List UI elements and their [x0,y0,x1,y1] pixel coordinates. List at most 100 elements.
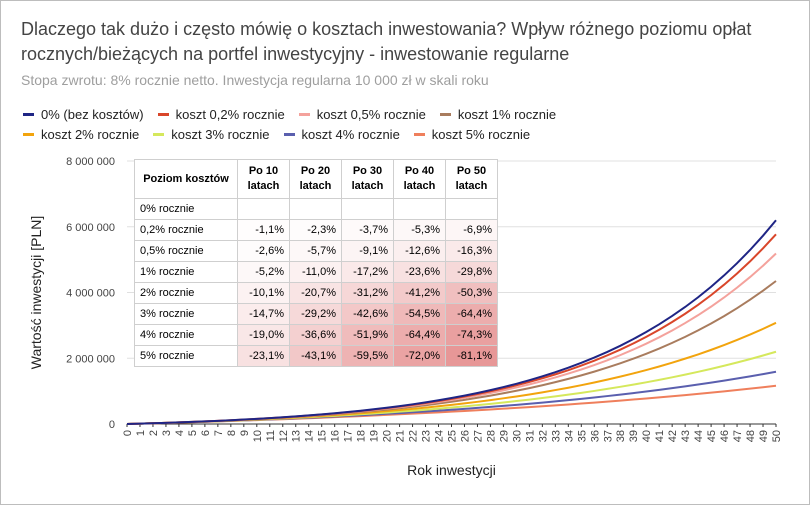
table-cell: -16,3% [445,240,498,262]
legend-label: koszt 1% rocznie [457,106,557,122]
table-cell: -10,1% [237,282,290,304]
table-cell: -74,3% [445,324,498,346]
legend-item: koszt 5% rocznie [413,125,531,143]
legend-swatch [439,112,451,116]
legend-label: koszt 5% rocznie [431,126,531,142]
table-cell: -3,7% [341,219,394,241]
x-tick-label: 49 [758,430,770,442]
x-tick-label: 8 [226,430,238,436]
legend-swatch [23,112,34,116]
row-label: 4% rocznie [134,324,238,346]
x-tick-label: 22 [408,430,420,442]
table-cell: -50,3% [445,282,498,304]
table-cell-empty [289,198,342,220]
table-cell: -20,7% [289,282,342,304]
legend-item: koszt 1% rocznie [439,105,557,123]
table-cell: -2,6% [237,240,290,262]
x-tick-label: 7 [213,430,225,436]
y-tick-label: 8 000 000 [66,156,115,168]
legend-swatch [413,132,425,136]
x-axis-title: Rok inwestycji [407,462,496,478]
series-line [126,219,777,425]
table-header-cell: Po 20 latach [289,159,342,199]
x-tick-label: 26 [459,430,471,442]
table-header-cell: Poziom kosztów [134,159,238,199]
legend-swatch [157,112,169,116]
row-label: 3% rocznie [134,303,238,325]
legend-item: koszt 4% rocznie [283,125,400,143]
table-cell: -23,1% [237,345,290,367]
legend-label: 0% (bez kosztów) [41,106,144,122]
table-cell: -72,0% [393,345,446,367]
legend-item: 0% (bez kosztów) [23,105,144,123]
table-header-cell: Po 50 latach [445,159,498,199]
x-tick-label: 27 [472,430,484,442]
table-cell: -12,6% [393,240,446,262]
table-cell: -5,3% [393,219,446,241]
table-cell: -81,1% [445,345,498,367]
x-tick-label: 20 [382,430,394,442]
x-tick-label: 0 [122,430,134,436]
legend-label: koszt 2% rocznie [41,126,140,142]
table-cell: -19,0% [237,324,290,346]
table-cell-empty [445,198,498,220]
table-header-cell: Po 10 latach [237,159,290,199]
legend-item: koszt 3% rocznie [153,125,270,143]
x-tick-label: 11 [265,430,277,441]
x-tick-label: 18 [356,430,368,442]
x-tick-label: 24 [434,430,446,442]
table-cell: -5,2% [237,261,290,283]
legend-item: koszt 2% rocznie [23,125,139,143]
table-row: 2% rocznie -10,1% -20,7% -31,2% -41,2% -50,3% [134,282,498,304]
table-cell: -64,4% [393,324,446,346]
x-tick-label: 41 [654,430,666,442]
table-cell: -23,6% [393,261,446,283]
y-tick-label: 6 000 000 [66,222,115,234]
table-row: 0% rocznie [134,198,498,220]
table-cell-empty [393,198,446,220]
table-cell: -11,0% [289,261,342,283]
x-tick-label: 21 [395,430,407,442]
table-row: 0,5% rocznie -2,6% -5,7% -9,1% -12,6% -16,3% [134,240,498,262]
table-cell: -43,1% [289,345,342,367]
y-tick-label: 0 [109,419,115,431]
table-row: 1% rocznie -5,2% -11,0% -17,2% -23,6% -29,8% [134,261,498,283]
x-tick-label: 19 [369,430,381,442]
y-axis-title: Wartość inwestycji [PLN] [28,216,44,370]
legend-item: koszt 0,5% rocznie [298,105,426,123]
x-tick-label: 3 [161,430,173,436]
row-label: 2% rocznie [134,282,238,304]
x-tick-label: 28 [485,430,497,442]
x-tick-label: 29 [498,430,510,442]
table-cell-empty [341,198,394,220]
x-tick-label: 50 [771,430,783,442]
legend-swatch [153,132,165,136]
legend-label: koszt 0,5% rocznie [316,106,426,122]
cost-table: Poziom kosztów Po 10 latach Po 20 latach Po… [134,159,498,367]
table-cell: -51,9% [341,324,394,346]
x-tick-label: 10 [252,430,264,442]
x-tick-label: 43 [680,430,692,442]
legend-item: koszt 0,2% rocznie [157,105,285,123]
x-tick-label: 4 [174,430,186,436]
x-tick-label: 5 [187,430,199,436]
x-tick-label: 48 [745,430,757,442]
legend-swatch [283,132,295,136]
table-cell-empty [237,198,290,220]
x-tick-label: 47 [732,430,744,442]
table-body: 0% rocznie 0,2% rocznie -1,1% -2,3% -3,7% -5,… [134,198,498,367]
x-tick-label: 12 [278,430,290,442]
table-cell: -31,2% [341,282,394,304]
x-tick-label: 40 [641,430,653,442]
x-tick-label: 14 [304,430,316,442]
x-tick-label: 38 [615,430,627,442]
x-tick-label: 32 [537,430,549,442]
x-tick-label: 33 [550,430,562,442]
table-cell: -14,7% [237,303,290,325]
table-cell: -54,5% [393,303,446,325]
table-cell: -2,3% [289,219,342,241]
x-tick-label: 30 [511,430,523,442]
